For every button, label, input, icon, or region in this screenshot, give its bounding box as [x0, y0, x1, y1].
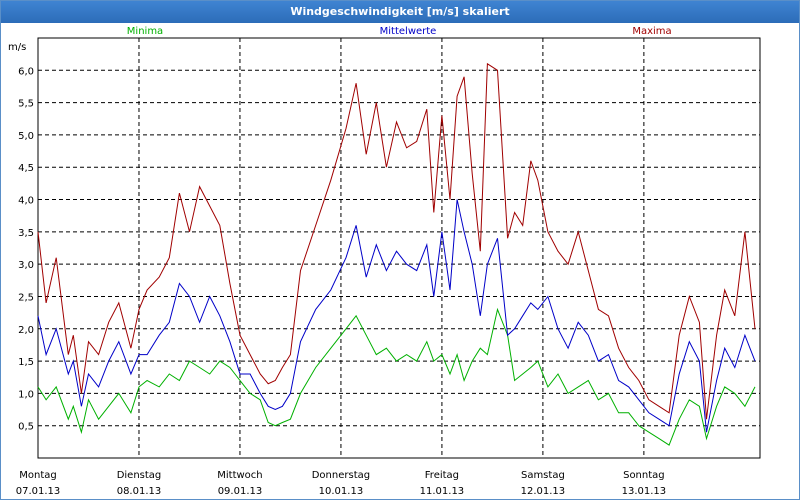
chart-title: Windgeschwindigkeit [m/s] skaliert: [1, 1, 799, 23]
y-tick-label: 5,0: [18, 131, 34, 142]
y-tick-label: 3,5: [18, 228, 34, 239]
series-line-maxima: [37, 62, 756, 420]
y-tick-label: 0,5: [18, 422, 34, 433]
legend-minima: Minima: [127, 26, 163, 37]
x-tick-date: 10.01.13: [319, 486, 364, 497]
plot-area-frame: [37, 37, 761, 459]
y-axis-ticks: 0,5 1,0 1,5 2,0 2,5 3,0 3,5 4,0 4,5 5,0 5,5 6,0: [18, 66, 34, 432]
grid: [38, 38, 760, 458]
x-tick-weekday: Sonntag: [623, 470, 665, 481]
y-axis-label: m/s: [8, 42, 26, 53]
legend-mittelwerte: Mittelwerte: [380, 26, 437, 37]
x-axis-ticks: Montag 07.01.13 Dienstag 08.01.13 Mittwoch 09…: [16, 470, 666, 497]
x-tick-weekday: Donnerstag: [312, 470, 370, 481]
legend: Minima Mittelwerte Maxima: [127, 26, 672, 37]
legend-maxima: Maxima: [632, 26, 671, 37]
x-tick-date: 12.01.13: [521, 486, 566, 497]
y-tick-label: 1,5: [18, 357, 34, 368]
x-tick-weekday: Dienstag: [117, 470, 162, 481]
x-tick-weekday: Freitag: [425, 470, 459, 481]
x-tick-weekday: Samstag: [521, 470, 565, 481]
x-tick-date: 13.01.13: [622, 486, 667, 497]
y-tick-label: 5,5: [18, 99, 34, 110]
x-tick-date: 07.01.13: [16, 486, 61, 497]
y-tick-label: 2,5: [18, 292, 34, 303]
x-tick-date: 09.01.13: [218, 486, 263, 497]
y-tick-label: 6,0: [18, 66, 34, 77]
x-tick-weekday: Mittwoch: [217, 470, 262, 481]
y-tick-label: 3,0: [18, 260, 34, 271]
x-tick-date: 11.01.13: [420, 486, 465, 497]
x-tick-date: 08.01.13: [117, 486, 162, 497]
x-tick-weekday: Montag: [19, 470, 56, 481]
series-line-mittelwerte: [37, 199, 756, 433]
y-tick-label: 4,5: [18, 163, 34, 174]
y-tick-label: 4,0: [18, 196, 34, 207]
y-tick-label: 2,0: [18, 325, 34, 336]
series-lines: [37, 62, 756, 446]
series-line-minima: [37, 307, 756, 446]
y-tick-label: 1,0: [18, 389, 34, 400]
